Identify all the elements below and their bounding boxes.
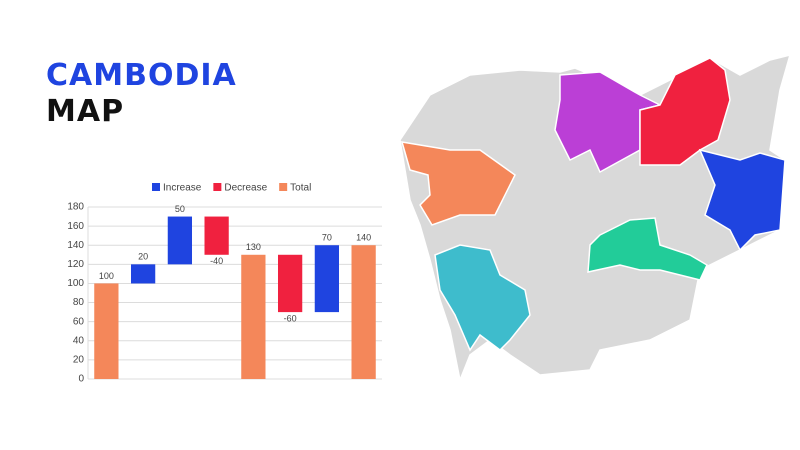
bar (314, 245, 340, 313)
bar (94, 283, 119, 379)
data-label: 20 (138, 252, 148, 262)
y-tick-label: 160 (67, 221, 84, 232)
y-tick-label: 0 (78, 374, 84, 385)
map-region (698, 148, 786, 252)
map-region (587, 217, 708, 281)
bar (351, 245, 376, 379)
title: CAMBODIA (46, 58, 237, 93)
y-tick-label: 100 (67, 278, 84, 289)
data-label: 140 (356, 233, 371, 243)
y-tick-label: 60 (73, 316, 85, 327)
y-tick-label: 120 (67, 259, 84, 270)
map (399, 53, 792, 383)
legend-swatch (213, 183, 222, 191)
bar (241, 254, 266, 379)
legend-label: Increase (163, 183, 202, 194)
map-region (400, 141, 516, 226)
data-label: 70 (322, 233, 332, 243)
bar (204, 216, 229, 255)
data-label: -40 (210, 256, 223, 266)
y-tick-label: 40 (73, 335, 85, 346)
y-tick-label: 80 (73, 297, 85, 308)
y-tick-label: 180 (67, 202, 84, 213)
y-tick-label: 20 (73, 355, 85, 366)
subtitle: MAP (46, 94, 125, 129)
data-label: 100 (99, 271, 114, 281)
legend-label: Decrease (224, 183, 267, 194)
bar (277, 254, 303, 313)
map-region (554, 71, 663, 174)
legend-swatch (152, 183, 160, 191)
legend-label: Total (290, 183, 311, 194)
bar (130, 264, 156, 284)
y-tick-label: 140 (67, 240, 84, 251)
bar (167, 216, 193, 265)
data-label: 50 (175, 204, 185, 214)
data-label: 130 (246, 242, 261, 252)
data-label: -60 (284, 313, 297, 323)
map-region (434, 244, 531, 352)
legend-swatch (279, 183, 288, 191)
